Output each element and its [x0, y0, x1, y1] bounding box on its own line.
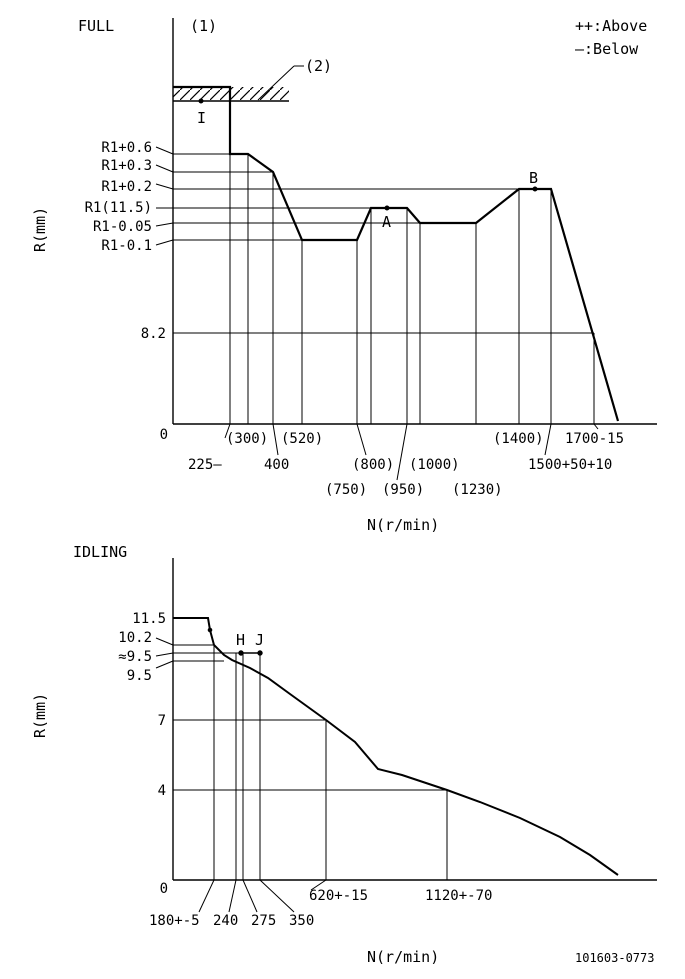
legend-below: —:Below	[575, 40, 639, 58]
full-xlabel: N(r/min)	[367, 516, 439, 534]
full-xtick-label: (750)	[325, 482, 367, 498]
full-drop-lines	[229, 154, 595, 424]
full-xtick-label: (1230)	[452, 482, 503, 498]
idling-point-J: J	[255, 631, 264, 649]
full-ylabel: R(mm)	[31, 207, 49, 252]
idling-xtick-label: 350	[289, 913, 314, 929]
idling-ytick-label: 7	[158, 713, 166, 729]
full-marker-1: (1)	[190, 17, 217, 35]
full-point-A-marker	[384, 205, 390, 211]
idling-xtick-label: 180+-5	[149, 913, 200, 929]
document-code: 101603-0773	[575, 951, 654, 965]
idling-point-H-marker	[238, 650, 244, 656]
idling-curve	[173, 617, 619, 876]
full-xtick-label: 400	[264, 457, 289, 473]
full-xtick-label: 225—	[188, 457, 222, 473]
full-xtick-leaders	[224, 423, 599, 481]
idling-xtick-label: 1120+-70	[425, 888, 492, 904]
idling-ytick-label: 0	[160, 881, 168, 897]
full-marker-I: I	[197, 109, 206, 127]
idling-xlabel: N(r/min)	[367, 948, 439, 966]
full-xtick-label: (1400)	[493, 431, 544, 447]
idling-ytick-leaders	[155, 637, 174, 669]
idling-ylabel: R(mm)	[31, 693, 49, 738]
full-ytick-label: R1-0.05	[93, 219, 152, 235]
full-title: FULL	[78, 17, 114, 35]
full-chart	[155, 18, 657, 425]
idling-xtick-label: 620+-15	[309, 888, 368, 904]
legend-above: ++:Above	[575, 17, 647, 35]
full-xtick-label: (300)	[226, 431, 268, 447]
full-ytick-leaders	[155, 146, 174, 246]
idling-ytick-label: 4	[158, 783, 166, 799]
idling-xtick-label: 275	[251, 913, 276, 929]
idling-ytick-label: 10.2	[118, 630, 152, 646]
full-leader-2	[257, 65, 295, 101]
full-ytick-label: R1+0.6	[101, 140, 152, 156]
idling-ytick-label: 11.5	[132, 611, 166, 627]
idling-ytick-label: 9.5	[127, 668, 152, 684]
full-point-B-marker	[532, 186, 538, 192]
idling-knee-marker	[207, 627, 213, 633]
full-xtick-label: 1500+50+10	[528, 457, 612, 473]
full-ytick-label: R1+0.3	[101, 158, 152, 174]
full-point-B: B	[529, 169, 538, 187]
idling-xtick-leaders	[198, 879, 327, 913]
full-ytick-label: R1-0.1	[101, 238, 152, 254]
idling-drop-lines	[213, 645, 448, 880]
full-ytick-label: 8.2	[141, 326, 166, 342]
full-ytick-label: 0	[160, 427, 168, 443]
idling-ytick-label: ≈9.5	[118, 649, 152, 665]
full-xtick-label: (800)	[352, 457, 394, 473]
idling-point-J-marker	[257, 650, 263, 656]
idling-chart	[155, 558, 657, 881]
full-ytick-label: R1+0.2	[101, 179, 152, 195]
idling-xtick-label: 240	[213, 913, 238, 929]
full-xtick-label: (1000)	[409, 457, 460, 473]
full-xtick-label: (520)	[281, 431, 323, 447]
full-marker-2: (2)	[305, 57, 332, 75]
full-xtick-label: (950)	[382, 482, 424, 498]
idling-title: IDLING	[73, 543, 127, 561]
full-xtick-label: 1700-15	[565, 431, 624, 447]
full-point-I-marker	[198, 98, 204, 104]
full-point-A: A	[382, 213, 391, 231]
full-curve	[173, 85, 620, 422]
full-reference-lines	[173, 153, 594, 334]
full-ytick-label: R1(11.5)	[85, 200, 152, 216]
idling-reference-lines	[173, 644, 447, 791]
idling-point-H: H	[236, 631, 245, 649]
